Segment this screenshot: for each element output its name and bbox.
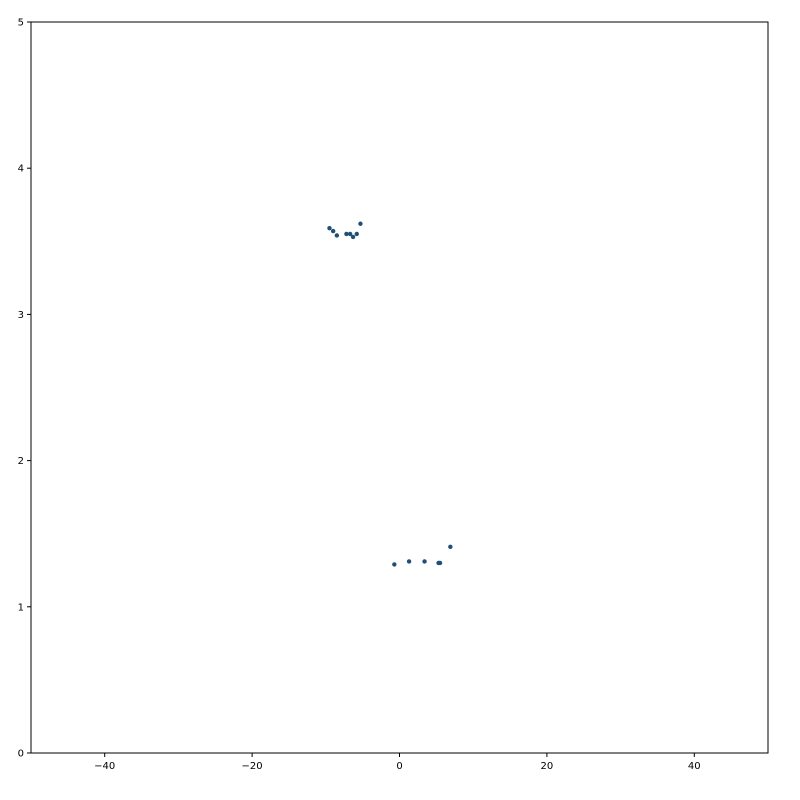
data-point	[358, 221, 363, 226]
y-tick-label: 2	[18, 456, 24, 467]
data-point	[406, 559, 412, 564]
data-point	[437, 560, 443, 566]
data-point	[448, 544, 453, 550]
y-tick-label: 3	[18, 310, 24, 321]
data-point	[334, 233, 340, 238]
y-tick-label: 1	[18, 602, 24, 613]
y-tick-label: 5	[18, 18, 24, 29]
plot-area	[30, 21, 769, 754]
data-point	[422, 559, 427, 564]
data-point	[350, 234, 356, 240]
data-point	[327, 225, 332, 231]
data-points	[327, 221, 453, 567]
data-point	[392, 562, 397, 567]
y-axis: 0 1 2 3 4 5	[18, 18, 31, 760]
x-tick-label: 40	[688, 761, 701, 772]
x-tick-label: 20	[541, 761, 554, 772]
y-tick-label: 0	[18, 749, 24, 760]
x-tick-label: −40	[94, 761, 115, 772]
data-point	[354, 231, 359, 237]
y-tick-label: 4	[18, 164, 24, 175]
x-tick-label: 0	[396, 761, 402, 772]
data-point	[344, 231, 349, 237]
x-axis: −40 −20 0 20 40	[94, 753, 701, 772]
x-tick-label: −20	[242, 761, 263, 772]
data-point	[330, 228, 336, 234]
data-point	[347, 231, 353, 237]
